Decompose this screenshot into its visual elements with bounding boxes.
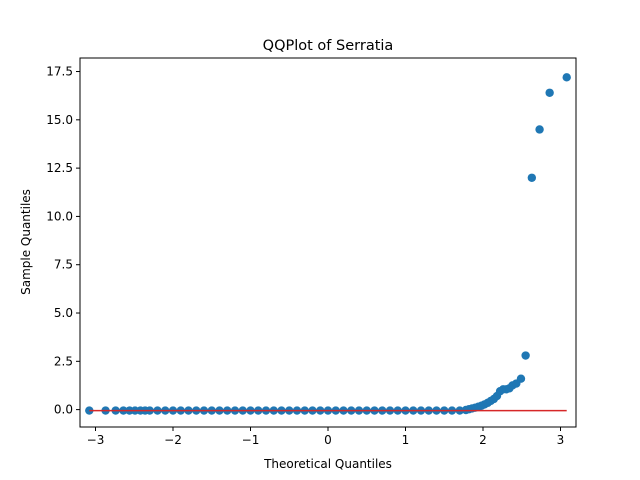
y-axis-ticks: 0.0 2.5 5.0 7.5 10.0 12.5 15.0 17.5	[46, 65, 80, 417]
x-tick-label: 3	[557, 433, 565, 447]
y-tick-label: 10.0	[46, 209, 73, 223]
sample-point	[516, 374, 526, 383]
y-tick-label: 7.5	[54, 258, 73, 272]
sample-point	[562, 73, 571, 82]
y-tick-label: 0.0	[54, 403, 73, 417]
sample-point	[527, 173, 537, 182]
y-tick-label: 15.0	[46, 113, 73, 127]
y-tick-label: 5.0	[54, 306, 73, 320]
x-tick-label: −1	[242, 433, 260, 447]
x-tick-label: 1	[402, 433, 410, 447]
y-tick-label: 12.5	[46, 161, 73, 175]
sample-points	[85, 73, 571, 415]
x-axis-label: Theoretical Quantiles	[263, 457, 392, 471]
y-tick-label: 2.5	[54, 354, 73, 368]
y-tick-label: 17.5	[46, 65, 73, 79]
sample-point	[521, 351, 530, 360]
x-tick-label: −3	[87, 433, 105, 447]
x-tick-label: 0	[324, 433, 332, 447]
y-axis-label: Sample Quantiles	[19, 189, 33, 295]
x-axis-ticks: −3 −2 −1 0 1 2 3	[87, 427, 565, 447]
sample-point	[545, 88, 554, 97]
x-tick-label: −2	[164, 433, 182, 447]
chart-title: QQPlot of Serratia	[263, 38, 394, 54]
x-tick-label: 2	[479, 433, 487, 447]
sample-point	[535, 125, 544, 134]
